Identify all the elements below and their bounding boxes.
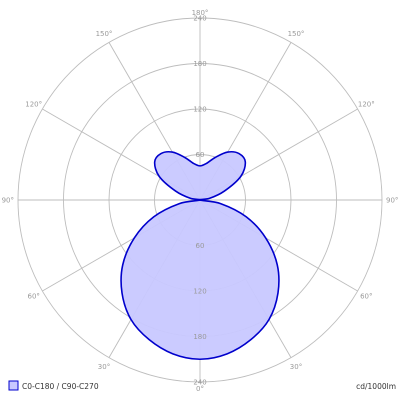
r-tick-label: 180 [193,333,206,341]
unit-label: cd/1000lm [356,382,396,391]
legend-swatch [8,380,19,391]
intensity-curves [120,150,280,361]
r-tick-label: 60 [196,151,205,159]
angle-label: 0° [196,385,204,393]
angle-label: 120° [25,101,42,109]
intensity-curve-0 [120,150,280,361]
r-tick-label: 120 [193,288,206,296]
angle-label: 60° [27,293,39,301]
legend-label: C0-C180 / C90-C270 [22,382,99,391]
angle-label: 150° [288,30,305,38]
radial-tick-labels: 60 60 120 120 180 180 240 240 [193,15,206,387]
r-tick-label: 240 [193,15,206,23]
angle-label: 90° [386,197,398,205]
angle-label: 90° [2,197,14,205]
angle-label: 120° [358,101,375,109]
r-tick-label: 60 [196,242,205,250]
angle-label: 30° [290,363,302,371]
r-tick-label: 180 [193,60,206,68]
angle-label: 150° [96,30,113,38]
r-tick-label: 120 [193,106,206,114]
legend: C0-C180 / C90-C270 [8,380,99,391]
r-tick-label: 240 [193,379,206,387]
angle-label: 60° [360,293,372,301]
angle-label: 180° [192,9,209,17]
angle-label: 30° [98,363,110,371]
angle-tick-labels: 0° 30° 30° 60° 60° 90° 90° 120° 120° 150° 150° 180° [2,9,399,393]
